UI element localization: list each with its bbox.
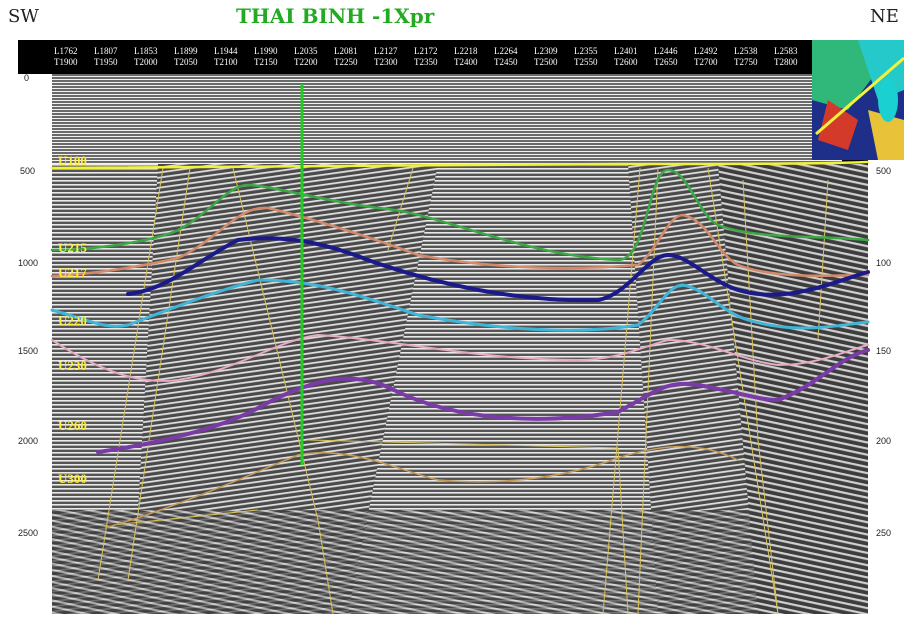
horizon-line-u100 xyxy=(50,160,870,170)
trace-label: L2401 xyxy=(614,46,638,56)
depth-label: 2500 xyxy=(18,528,38,538)
direction-label-ne: NE xyxy=(870,6,899,27)
seismic-section-svg: U100 U215 U217 U220 U230 U260 U300 L1762… xyxy=(18,40,904,614)
inset-region xyxy=(868,110,904,160)
fault-line xyxy=(97,167,164,581)
trace-label: L2035 xyxy=(294,46,318,56)
depth-label: 1000 xyxy=(18,258,38,268)
trace-label: T2400 xyxy=(454,57,478,67)
inset-region xyxy=(878,78,898,122)
trace-label: L2172 xyxy=(414,46,438,56)
trace-label: T2550 xyxy=(574,57,598,67)
horizon-label-u260: U260 xyxy=(58,418,87,433)
depth-label: 250 xyxy=(876,528,891,538)
trace-label: T2100 xyxy=(214,57,238,67)
depth-label: 500 xyxy=(876,166,891,176)
fault-line xyxy=(112,509,259,526)
depth-label: 200 xyxy=(876,436,891,446)
horizon-line-u217 xyxy=(50,206,870,278)
trace-label: L2492 xyxy=(694,46,718,56)
depth-axis-left: 0 500 1000 1500 2000 2500 xyxy=(18,73,38,538)
trace-label: T2650 xyxy=(654,57,678,67)
depth-axis-right: 500 100 150 200 250 xyxy=(876,166,891,538)
fault-line xyxy=(232,167,334,614)
trace-label: T2150 xyxy=(254,57,278,67)
fault-line xyxy=(602,167,641,614)
trace-label: L2081 xyxy=(334,46,358,56)
trace-label: L2538 xyxy=(734,46,758,56)
trace-label: L1853 xyxy=(134,46,158,56)
seismic-section-panel: U100 U215 U217 U220 U230 U260 U300 L1762… xyxy=(18,40,904,614)
direction-label-sw: SW xyxy=(8,6,39,27)
trace-label: L2218 xyxy=(454,46,478,56)
depth-tick-marks xyxy=(46,76,52,533)
right-axis-strip xyxy=(868,160,904,614)
fault-line xyxy=(307,439,629,614)
trace-label: T2500 xyxy=(534,57,558,67)
trace-label: T2250 xyxy=(334,57,358,67)
trace-label: L1944 xyxy=(214,46,238,56)
horizon-label-u100: U100 xyxy=(58,153,87,168)
trace-label: T2600 xyxy=(614,57,638,67)
trace-label: T2200 xyxy=(294,57,318,67)
horizon-line-u230 xyxy=(50,278,870,332)
fault-line xyxy=(707,167,779,614)
fault-line xyxy=(817,179,829,341)
fault-line xyxy=(127,167,191,581)
trace-label: L1807 xyxy=(94,46,118,56)
trace-label: T2450 xyxy=(494,57,518,67)
horizon-line-u215 xyxy=(50,168,870,262)
horizon-label-u300: U300 xyxy=(58,471,87,486)
horizon-line-u220 xyxy=(126,236,870,303)
trace-label: L1990 xyxy=(254,46,278,56)
trace-label: T2800 xyxy=(774,57,798,67)
fault-line xyxy=(742,179,779,614)
fault-line xyxy=(387,167,414,251)
trace-label: L2355 xyxy=(574,46,598,56)
trace-label: L2264 xyxy=(494,46,518,56)
depth-label: 0 xyxy=(24,73,29,83)
inset-region xyxy=(812,40,878,110)
seismic-block-sw xyxy=(52,164,158,510)
deep-seismic-zone xyxy=(52,510,868,614)
depth-label: 100 xyxy=(876,258,891,268)
trace-label: T2350 xyxy=(414,57,438,67)
depth-label: 150 xyxy=(876,346,891,356)
horizon-label-u230: U230 xyxy=(58,358,87,373)
horizon-label-u215: U215 xyxy=(58,240,87,255)
trace-label: L2446 xyxy=(654,46,678,56)
horizon-line-u260 xyxy=(96,348,870,454)
trace-label: T2300 xyxy=(374,57,398,67)
horizon-line-u300 xyxy=(107,445,739,528)
trace-label: L1762 xyxy=(54,46,78,56)
trace-label: L2583 xyxy=(774,46,798,56)
fault-lines xyxy=(97,167,829,614)
trace-label: L2127 xyxy=(374,46,398,56)
horizon-line-u240 xyxy=(51,333,869,382)
fault-line xyxy=(637,167,659,614)
depth-label: 1500 xyxy=(18,346,38,356)
inset-region xyxy=(818,100,858,150)
trace-header-strip xyxy=(18,40,904,74)
horizon-label-u217: U217 xyxy=(58,265,87,280)
trace-label: L1899 xyxy=(174,46,198,56)
left-axis-strip xyxy=(18,74,52,614)
trace-labels: L1762 T1900 L1807 T1950 L1853 T2000 L189… xyxy=(54,46,798,67)
inset-section-line xyxy=(815,56,904,136)
trace-label: T2050 xyxy=(174,57,198,67)
depth-label: 2000 xyxy=(18,436,38,446)
horizon-lines xyxy=(50,160,870,528)
location-inset-map xyxy=(812,40,904,160)
horizon-label-u220: U220 xyxy=(58,313,87,328)
trace-label: T2000 xyxy=(134,57,158,67)
trace-label: T2750 xyxy=(734,57,758,67)
depth-label: 500 xyxy=(20,166,35,176)
trace-label: T1900 xyxy=(54,57,78,67)
well-title: THAI BINH -1Xpr xyxy=(236,4,435,28)
trace-label: L2309 xyxy=(534,46,558,56)
water-column-zone xyxy=(52,74,842,164)
trace-label: T2700 xyxy=(694,57,718,67)
trace-label: T1950 xyxy=(94,57,118,67)
